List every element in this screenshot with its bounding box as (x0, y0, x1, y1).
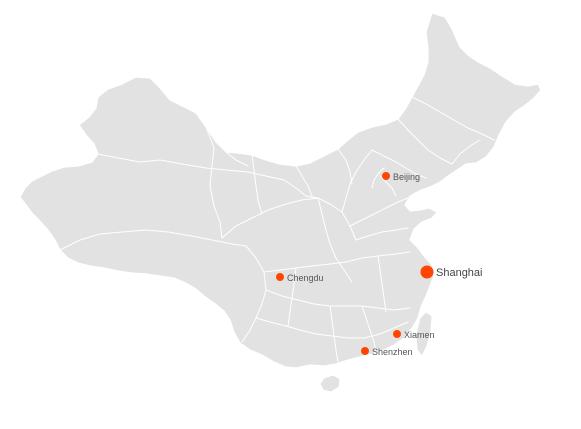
marker-dot-beijing[interactable] (382, 172, 390, 180)
city-marker-xiamen[interactable]: Xiamen (393, 330, 435, 340)
city-label-beijing: Beijing (393, 172, 420, 182)
china-mainland (19, 12, 542, 369)
taiwan-island (415, 311, 433, 357)
marker-dot-xiamen[interactable] (393, 330, 401, 338)
marker-dot-shanghai[interactable] (420, 265, 434, 279)
city-markers: Beijing Shanghai Chengdu Xiamen Shenzhen (276, 172, 483, 357)
city-marker-chengdu[interactable]: Chengdu (276, 273, 324, 283)
city-label-shenzhen: Shenzhen (372, 347, 413, 357)
city-label-shanghai: Shanghai (436, 267, 483, 279)
marker-dot-chengdu[interactable] (276, 273, 284, 281)
province-borders (59, 96, 495, 363)
city-label-chengdu: Chengdu (287, 273, 324, 283)
city-label-xiamen: Xiamen (404, 330, 435, 340)
hainan-island (319, 374, 341, 393)
marker-dot-shenzhen[interactable] (361, 347, 369, 355)
city-marker-beijing[interactable]: Beijing (382, 172, 420, 182)
city-marker-shenzhen[interactable]: Shenzhen (361, 347, 413, 357)
city-marker-shanghai[interactable]: Shanghai (420, 265, 483, 280)
